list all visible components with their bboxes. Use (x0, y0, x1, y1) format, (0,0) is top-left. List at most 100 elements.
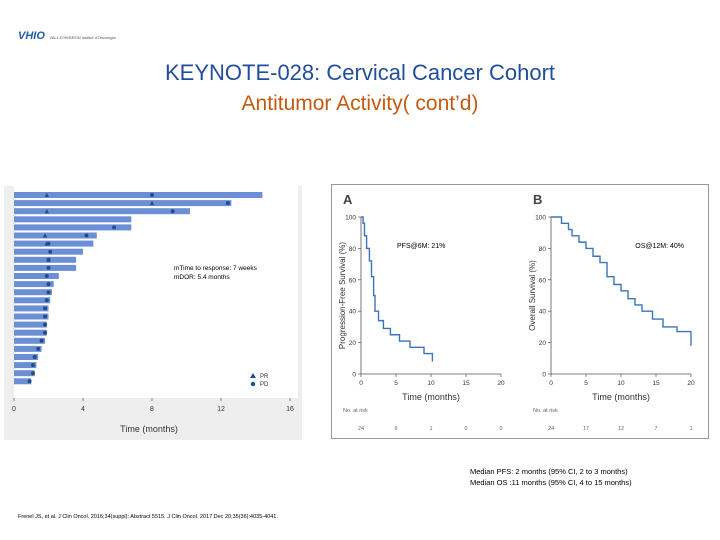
km-x-tick-label: 10 (427, 380, 435, 387)
pd-marker (32, 355, 37, 359)
km-risk-label: No. at risk (533, 408, 558, 414)
pd-marker (44, 274, 49, 278)
median-pfs: Median PFS: 2 months (95% CI, 2 to 3 mon… (470, 467, 628, 476)
km-y-tick-label: 40 (349, 309, 357, 316)
km-y-tick-label: 40 (539, 309, 547, 316)
pd-legend-marker (250, 381, 256, 387)
swimmer-x-tick-label: 4 (81, 406, 85, 413)
swimmer-bar (14, 208, 190, 215)
km-risk-value: 6 (394, 426, 397, 432)
swimmer-bar (14, 378, 32, 385)
km-risk-value: 0 (464, 426, 467, 432)
km-y-tick-label: 80 (539, 246, 547, 253)
pr-legend-marker (250, 373, 256, 378)
swimmer-bar (14, 313, 49, 320)
km-y-tick-label: 100 (535, 215, 546, 222)
km-x-tick-label: 5 (394, 380, 398, 387)
swimmer-bar (14, 354, 39, 360)
swimmer-x-tick-label: 16 (286, 406, 294, 413)
km-x-tick-label: 0 (359, 380, 363, 387)
swimmer-bar (14, 321, 47, 328)
pd-marker (27, 379, 32, 384)
pd-marker (43, 322, 48, 327)
pd-marker (30, 363, 35, 368)
median-summary: Median PFS: 2 months (95% CI, 2 to 3 mon… (470, 466, 690, 488)
swimmer-plot: 0 4 8 12 16 mTime to response: 7 weeks mDOR:… (4, 186, 302, 440)
km-risk-value: 24 (548, 426, 554, 432)
swimmer-bar (14, 232, 97, 239)
pd-marker (46, 241, 51, 246)
logo-text: VHIO (18, 30, 45, 42)
km-risk-value: 1 (429, 426, 432, 432)
pr-marker (44, 209, 49, 214)
pd-marker (39, 338, 44, 343)
swimmer-bar (14, 192, 263, 198)
km-x-tick-label: 15 (652, 380, 660, 387)
km-y-tick-label: 60 (349, 277, 357, 284)
logo-subtext: VALL D'HEBRON Institut d'Oncologia (49, 35, 116, 40)
pr-marker (42, 233, 48, 238)
km-y-axis-label: Progression-Free Survival (%) (338, 242, 347, 349)
km-x-tick-label: 20 (497, 380, 505, 387)
pr-marker (149, 200, 155, 206)
pd-marker (46, 290, 51, 295)
km-risk-value: 24 (358, 426, 364, 432)
km-risk-value: 12 (618, 426, 624, 432)
km-annotation: OS@12M: 40% (635, 243, 684, 250)
km-plot-area (361, 217, 501, 374)
panel-letter: A (343, 192, 353, 207)
km-x-tick-label: 0 (549, 380, 553, 387)
pd-marker (170, 209, 175, 214)
km-y-tick-label: 20 (349, 340, 357, 347)
reference-citation: Frenel JS, et al. J Clin Oncol. 2016;34(… (18, 514, 278, 520)
pd-marker (84, 233, 89, 238)
swimmer-x-tick-label: 12 (217, 406, 225, 413)
km-risk-value: 0 (499, 426, 502, 432)
swimmer-bar (14, 200, 232, 207)
swimmer-bar (14, 216, 132, 223)
km-risk-value: 1 (689, 426, 692, 432)
swimmer-bar (14, 240, 94, 247)
pd-marker (43, 306, 48, 311)
pd-marker (150, 193, 154, 197)
km-x-axis-label: Time (months) (592, 392, 650, 402)
pd-marker (48, 249, 53, 254)
swimmer-bar (14, 370, 35, 377)
swimmer-bar (14, 345, 42, 352)
slide-title: KEYNOTE-028: Cervical Cancer Cohort (164, 60, 556, 85)
swimmer-bar (14, 337, 46, 344)
km-x-tick-label: 5 (584, 380, 588, 387)
swimmer-x-tick-label: 8 (150, 406, 154, 413)
km-y-tick-label: 20 (539, 340, 547, 347)
slide-subtitle: Antitumor Activity( cont’d) (241, 92, 479, 115)
logo: VHIO VALL D'HEBRON Institut d'Oncologia (18, 26, 138, 46)
km-y-tick-label: 80 (349, 246, 357, 253)
km-y-tick-label: 0 (352, 372, 356, 379)
duration-of-response-annotation: mDOR: 5.4 months (174, 274, 230, 281)
time-to-response-annotation: mTime to response: 7 weeks (174, 265, 258, 272)
pr-marker (44, 192, 49, 197)
pd-marker (44, 298, 49, 303)
pd-marker (30, 371, 35, 376)
km-x-tick-label: 10 (617, 380, 625, 387)
km-survival-curve (361, 216, 434, 362)
pd-marker (43, 330, 48, 335)
pd-legend-label: PD (260, 382, 269, 388)
swimmer-bar (14, 281, 54, 288)
pr-legend-label: PR (260, 374, 269, 380)
pd-marker (46, 282, 51, 287)
pd-marker (43, 314, 48, 319)
swimmer-bar (14, 264, 77, 271)
swimmer-bar (14, 256, 77, 263)
pd-marker (36, 346, 41, 351)
km-y-tick-label: 100 (345, 215, 356, 222)
km-y-axis-label: Overall Survival (%) (528, 260, 537, 331)
swimmer-bar (14, 289, 52, 296)
km-risk-value: 17 (583, 426, 589, 432)
km-risk-value: 7 (654, 426, 657, 432)
km-plot-area (551, 217, 691, 374)
km-x-tick-label: 15 (462, 380, 470, 387)
km-y-tick-label: 60 (539, 277, 547, 284)
swimmer-bar (14, 297, 51, 304)
